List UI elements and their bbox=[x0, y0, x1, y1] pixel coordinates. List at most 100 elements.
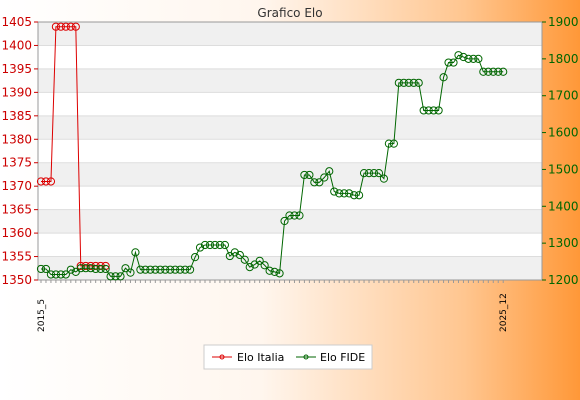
elo-italia-point bbox=[46, 177, 56, 186]
elo-fide-point bbox=[389, 139, 398, 148]
legend-label-elo-italia: Elo Italia bbox=[237, 351, 284, 364]
right-axis-tick-label: 1800 bbox=[548, 52, 579, 66]
plot-bg bbox=[38, 22, 542, 280]
elo-fide-point bbox=[399, 78, 408, 87]
elo-fide-point bbox=[310, 178, 319, 187]
right-axis-tick-label: 1200 bbox=[548, 273, 579, 287]
elo-fide-point bbox=[489, 67, 498, 76]
left-axis-tick-label: 1350 bbox=[1, 273, 32, 287]
elo-fide-point bbox=[240, 255, 249, 264]
elo-fide-point bbox=[106, 272, 115, 281]
elo-fide-point bbox=[320, 173, 329, 182]
elo-fide-point bbox=[325, 167, 334, 176]
elo-fide-point bbox=[484, 67, 493, 76]
right-axis-tick-label: 1300 bbox=[548, 236, 579, 250]
elo-fide-point bbox=[409, 78, 418, 87]
left-axis: 1405 1400 1395 1390 1385 1380 1375 1370 1365 1360… bbox=[1, 15, 38, 287]
left-axis-tick-label: 1370 bbox=[1, 179, 32, 193]
elo-fide-point bbox=[459, 52, 468, 62]
plot-area bbox=[37, 21, 543, 281]
elo-fide-point bbox=[176, 265, 185, 274]
elo-fide-point bbox=[86, 264, 95, 273]
elo-fide-point bbox=[116, 272, 125, 281]
elo-fide-point bbox=[171, 265, 180, 274]
elo-fide-point bbox=[354, 191, 364, 200]
elo-fide-point bbox=[141, 265, 150, 274]
elo-fide-point bbox=[220, 240, 229, 250]
legend-label-elo-fide: Elo FIDE bbox=[320, 351, 365, 364]
right-axis-tick-label: 1900 bbox=[548, 15, 579, 29]
elo-fide-point bbox=[335, 189, 344, 198]
elo-fide-point bbox=[275, 269, 284, 278]
elo-fide-point bbox=[330, 187, 339, 196]
elo-italia-point bbox=[41, 177, 51, 186]
elo-fide-point bbox=[66, 265, 75, 274]
elo-fide-point bbox=[235, 250, 244, 260]
elo-fide-point bbox=[449, 58, 458, 67]
grid-band bbox=[38, 115, 542, 140]
elo-fide-point bbox=[111, 272, 120, 281]
elo-italia-point bbox=[76, 261, 85, 271]
elo-italia-line bbox=[41, 26, 106, 267]
elo-fide-point bbox=[439, 73, 448, 82]
elo-fide-point bbox=[290, 211, 299, 220]
right-axis-tick-label: 1600 bbox=[548, 126, 579, 140]
x-axis-tick-label-last: 2025_12 bbox=[499, 293, 509, 332]
left-axis-tick-label: 1375 bbox=[1, 156, 32, 170]
elo-fide-point bbox=[186, 265, 195, 274]
elo-fide-point bbox=[280, 216, 289, 226]
elo-fide-point bbox=[131, 248, 140, 257]
left-axis-tick-label: 1400 bbox=[1, 38, 32, 52]
elo-fide-point bbox=[499, 67, 508, 76]
left-axis-tick-label: 1360 bbox=[1, 226, 32, 240]
elo-fide-point bbox=[424, 106, 433, 115]
x-axis: 2015_5 2025_12 bbox=[37, 280, 509, 332]
elo-italia-point bbox=[36, 177, 46, 186]
elo-fide-point bbox=[126, 268, 135, 277]
elo-fide-point bbox=[285, 211, 294, 220]
elo-fide-point bbox=[300, 170, 309, 180]
elo-fide-point bbox=[394, 78, 403, 87]
elo-fide-point bbox=[96, 264, 105, 274]
elo-italia-point bbox=[66, 22, 75, 31]
elo-fide-point bbox=[444, 58, 453, 67]
elo-fide-point bbox=[51, 270, 61, 279]
elo-fide-point bbox=[469, 54, 478, 63]
right-axis-tick-label: 1500 bbox=[548, 162, 579, 176]
elo-fide-point bbox=[91, 264, 100, 274]
elo-fide-point bbox=[464, 54, 473, 63]
elo-fide-point bbox=[200, 240, 210, 250]
elo-italia-point bbox=[71, 22, 80, 31]
elo-fide-point bbox=[161, 265, 170, 274]
grid-band bbox=[38, 162, 542, 187]
legend-marker-elo-fide bbox=[303, 354, 309, 360]
elo-fide-point bbox=[76, 264, 85, 273]
elo-fide-point bbox=[101, 264, 110, 274]
legend: Elo Italia Elo FIDE bbox=[203, 344, 373, 370]
elo-fide-point bbox=[429, 106, 438, 115]
elo-fide-point bbox=[245, 263, 254, 272]
elo-italia-point bbox=[51, 22, 61, 31]
elo-fide-point bbox=[454, 51, 463, 60]
elo-fide-point bbox=[41, 264, 51, 274]
chart-title: Grafico Elo bbox=[257, 6, 322, 20]
grid-band bbox=[38, 22, 542, 46]
x-axis-tick-label-first: 2015_5 bbox=[37, 299, 47, 332]
elo-fide-point bbox=[295, 211, 304, 220]
left-axis-tick-label: 1380 bbox=[1, 132, 32, 146]
elo-fide-point bbox=[215, 240, 225, 250]
elo-fide-point bbox=[260, 261, 269, 270]
elo-fide-point bbox=[369, 169, 379, 178]
legend-marker-elo-italia bbox=[219, 354, 225, 360]
elo-fide-point bbox=[379, 174, 389, 183]
elo-fide-point bbox=[156, 265, 165, 274]
elo-fide-point bbox=[61, 270, 70, 279]
series-elo-fide bbox=[36, 51, 508, 281]
elo-fide-point bbox=[364, 169, 374, 178]
elo-italia-point bbox=[56, 22, 65, 31]
grid-band bbox=[38, 68, 542, 93]
elo-fide-point bbox=[230, 248, 239, 257]
elo-fide-point bbox=[190, 253, 200, 262]
elo-italia-point bbox=[81, 261, 90, 271]
